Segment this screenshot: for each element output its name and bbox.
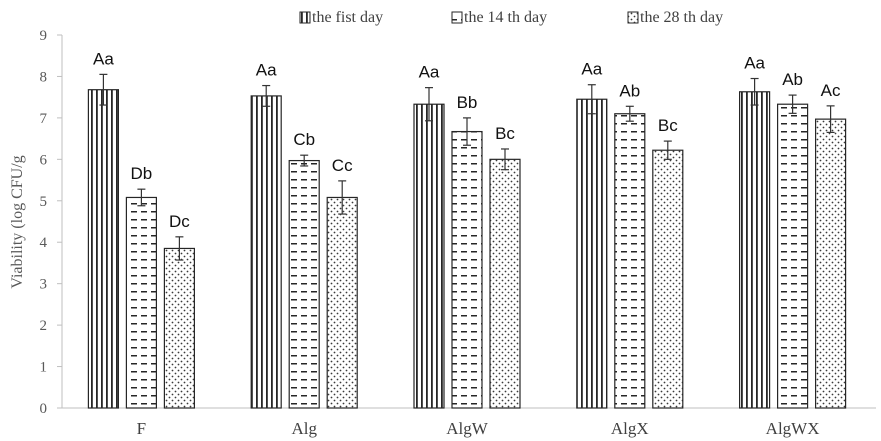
data-label: Ac <box>821 81 841 100</box>
bar <box>451 130 483 409</box>
legend-swatch <box>451 11 463 24</box>
data-label: Cb <box>293 130 315 149</box>
data-label: Aa <box>93 49 114 68</box>
x-tick-label: AlgW <box>446 419 489 438</box>
x-tick-label: AlgX <box>611 419 649 438</box>
bar <box>776 103 809 409</box>
y-tick-label: 9 <box>40 28 48 44</box>
x-tick-label: Alg <box>291 419 317 438</box>
bar <box>326 196 358 409</box>
bar <box>652 149 684 409</box>
data-label: Ab <box>782 70 803 89</box>
y-tick-label: 6 <box>40 152 48 168</box>
x-tick-label: AlgWX <box>766 419 820 438</box>
y-axis: 0 1 2 3 4 5 6 7 8 9 <box>40 28 63 417</box>
legend-label: the 28 th day <box>640 9 723 26</box>
y-axis-title: Viability (log CFU/g <box>9 155 26 288</box>
legend-label: the fist day <box>312 9 383 26</box>
legend-label: the 14 th day <box>464 9 547 26</box>
bar <box>814 118 847 409</box>
data-label: Aa <box>419 63 440 82</box>
bar <box>125 196 158 409</box>
data-label: Dc <box>169 212 190 231</box>
data-label: Cc <box>332 156 353 175</box>
data-label: Aa <box>581 60 602 79</box>
y-tick-label: 3 <box>40 277 48 293</box>
y-tick-label: 2 <box>40 318 48 334</box>
y-tick-label: 8 <box>40 69 48 85</box>
y-tick-label: 4 <box>40 235 48 251</box>
bar <box>738 91 771 409</box>
data-label: Db <box>131 164 153 183</box>
data-label: Bb <box>457 93 478 112</box>
bars-layer: Aa Db Dc Aa Cb Cc Aa Bb Bc Aa Ab Bc Aa Ab Ac <box>87 49 847 409</box>
y-tick-label: 1 <box>40 360 48 376</box>
bar <box>614 113 646 409</box>
bar <box>250 95 282 409</box>
data-label: Aa <box>744 54 765 73</box>
bar <box>163 247 195 409</box>
y-tick-label: 7 <box>40 111 48 127</box>
legend: the fist day the 14 th day the 28 th day <box>299 9 723 26</box>
y-tick-label: 0 <box>40 401 48 417</box>
data-label: Bc <box>495 124 515 143</box>
data-label: Bc <box>658 116 678 135</box>
bar <box>576 98 608 409</box>
data-label: Ab <box>619 81 640 100</box>
y-tick-label: 5 <box>40 194 48 210</box>
bar <box>489 158 521 409</box>
legend-swatch <box>627 11 639 24</box>
bar <box>413 103 445 409</box>
bar <box>288 159 320 409</box>
x-axis: F Alg AlgW AlgX AlgWX <box>62 407 876 438</box>
data-label: Aa <box>256 61 277 80</box>
x-tick-label: F <box>137 419 146 438</box>
legend-swatch <box>299 11 311 24</box>
bar <box>87 89 120 409</box>
